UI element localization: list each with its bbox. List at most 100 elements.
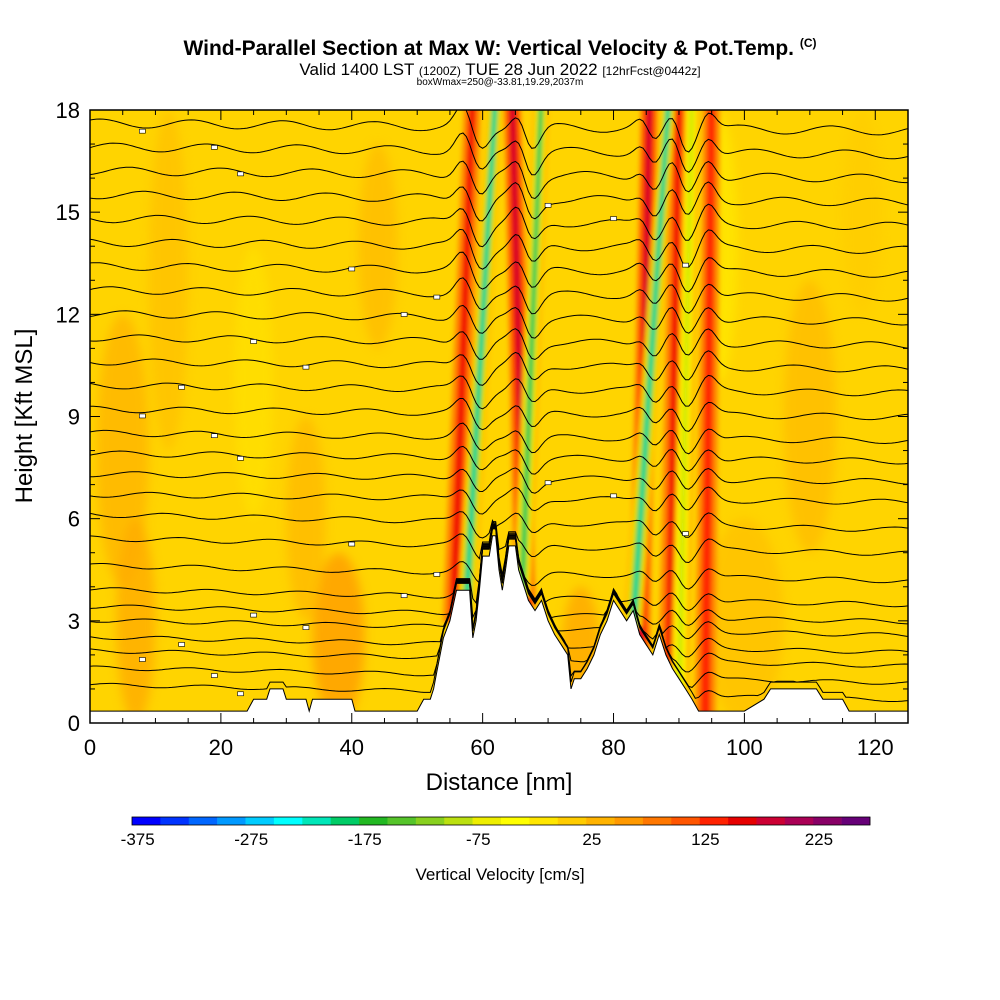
draft-band [667,110,681,679]
y-tick-label: 0 [68,711,80,736]
colorbar-swatch [784,817,814,825]
theta-contour [90,304,908,339]
contour-label-marker [211,433,218,438]
bg-patch [286,416,326,621]
colorbar-swatch [586,817,615,825]
contour-label-marker [302,364,310,370]
draft-band [520,110,543,597]
contour-label-marker [348,266,356,272]
theta-contour [90,251,908,293]
theta-contour [90,328,908,361]
terrain-profile [90,535,908,723]
y-tick-label: 15 [56,200,80,225]
bg-patch [842,110,882,315]
theta-contour [90,486,908,515]
contour-label-marker [544,480,552,486]
y-tick-label: 12 [56,302,80,327]
bg-patch [233,246,274,519]
contour-label-marker [250,612,257,618]
chart-title-text: Wind-Parallel Section at Max W: Vertical… [183,37,794,60]
theta-contour [90,350,908,386]
bg-patch [358,144,398,349]
colorbar: -375 -275 -175 -75 25 125 225 [121,816,871,849]
y-tick-label: 9 [68,405,80,430]
theta-contour [90,203,908,248]
colorbar-tick-label: 125 [691,830,719,849]
contour-label-marker [433,294,441,300]
theta-contour [90,374,908,410]
draft-band [677,110,693,696]
contour-label-marker [682,531,689,536]
contour-label-marker [682,262,689,268]
y-axis: 0 3 6 9 12 15 18 [56,98,908,736]
terrain-mask [90,535,908,723]
colorbar-tick-label: 25 [582,830,601,849]
x-tick-label: 120 [857,735,894,760]
colorbar-swatch [728,817,757,825]
theta-contour [90,228,908,270]
colorbar-swatch [841,817,871,825]
chart-subtitle: Valid 1400 LST (1200Z) TUE 28 Jun 2022 [… [0,60,1000,80]
colorbar-swatch [529,817,559,825]
colorbar-swatch [160,817,190,825]
box-info: boxWmax=250@-33.81,19.29,2037m [416,77,584,88]
colorbar-tick-label: -175 [348,830,382,849]
plot-area [90,110,908,723]
colorbar-tick-label: -275 [234,830,268,849]
contour-label-marker [139,128,146,134]
contour-label-marker [400,593,408,598]
valid-date: TUE 28 Jun 2022 [465,60,598,79]
contour-label-marker [610,493,617,499]
colorbar-swatch [132,817,161,825]
colorbar-swatch [472,817,502,825]
x-tick-label: 20 [209,735,233,760]
theta-contour [90,277,908,315]
bg-patch [705,518,784,723]
contour-label-marker [250,339,257,344]
theta-contour [90,132,908,176]
bg-patch [96,314,149,587]
contour-label-marker [302,625,310,630]
colorbar-swatch [217,817,246,825]
colorbar-swatch [302,817,331,825]
contour-label-marker [237,456,244,461]
contour-label-marker [348,541,356,547]
colorbar-swatch [330,817,360,825]
valid-prefix: Valid 1400 LST [299,60,415,79]
x-tick-label: 0 [84,735,96,760]
potential-temperature-contours [90,110,908,702]
x-axis-title: Distance [nm] [426,769,573,796]
forecast-info: [12hrFcst@0442z] [602,64,701,78]
contour-label-marker [211,145,218,150]
colorbar-swatch [188,817,218,825]
contour-label-marker [400,312,408,317]
colorbar-swatch [359,817,388,825]
contour-label-marker [178,384,185,390]
theta-contour [90,181,908,222]
x-tick-label: 80 [601,735,625,760]
bg-patch [116,518,156,723]
contour-label-marker [139,413,146,419]
x-tick-label: 60 [470,735,494,760]
bg-patch [148,110,189,451]
colorbar-swatch [557,817,587,825]
colorbar-swatch [699,817,729,825]
valid-utc: (1200Z) [418,64,461,78]
contour-label-marker [544,203,552,208]
x-axis: 0 20 40 60 80 100 120 [84,110,909,760]
contour-label-marker [610,216,617,221]
y-tick-label: 3 [68,609,80,634]
colorbar-swatch [415,817,445,825]
colorbar-tick-label: 225 [805,830,833,849]
colorbar-tick-label: -75 [466,830,491,849]
y-axis-title: Height [Kft MSL] [11,329,38,504]
contour-label-marker [433,572,441,577]
colorbar-swatch [642,817,672,825]
theta-contour [90,522,908,590]
colorbar-swatch [387,817,417,825]
contour-label-marker [237,171,244,177]
y-tick-label: 18 [56,98,80,123]
bg-patch [312,552,365,723]
contour-label-marker [139,657,146,662]
